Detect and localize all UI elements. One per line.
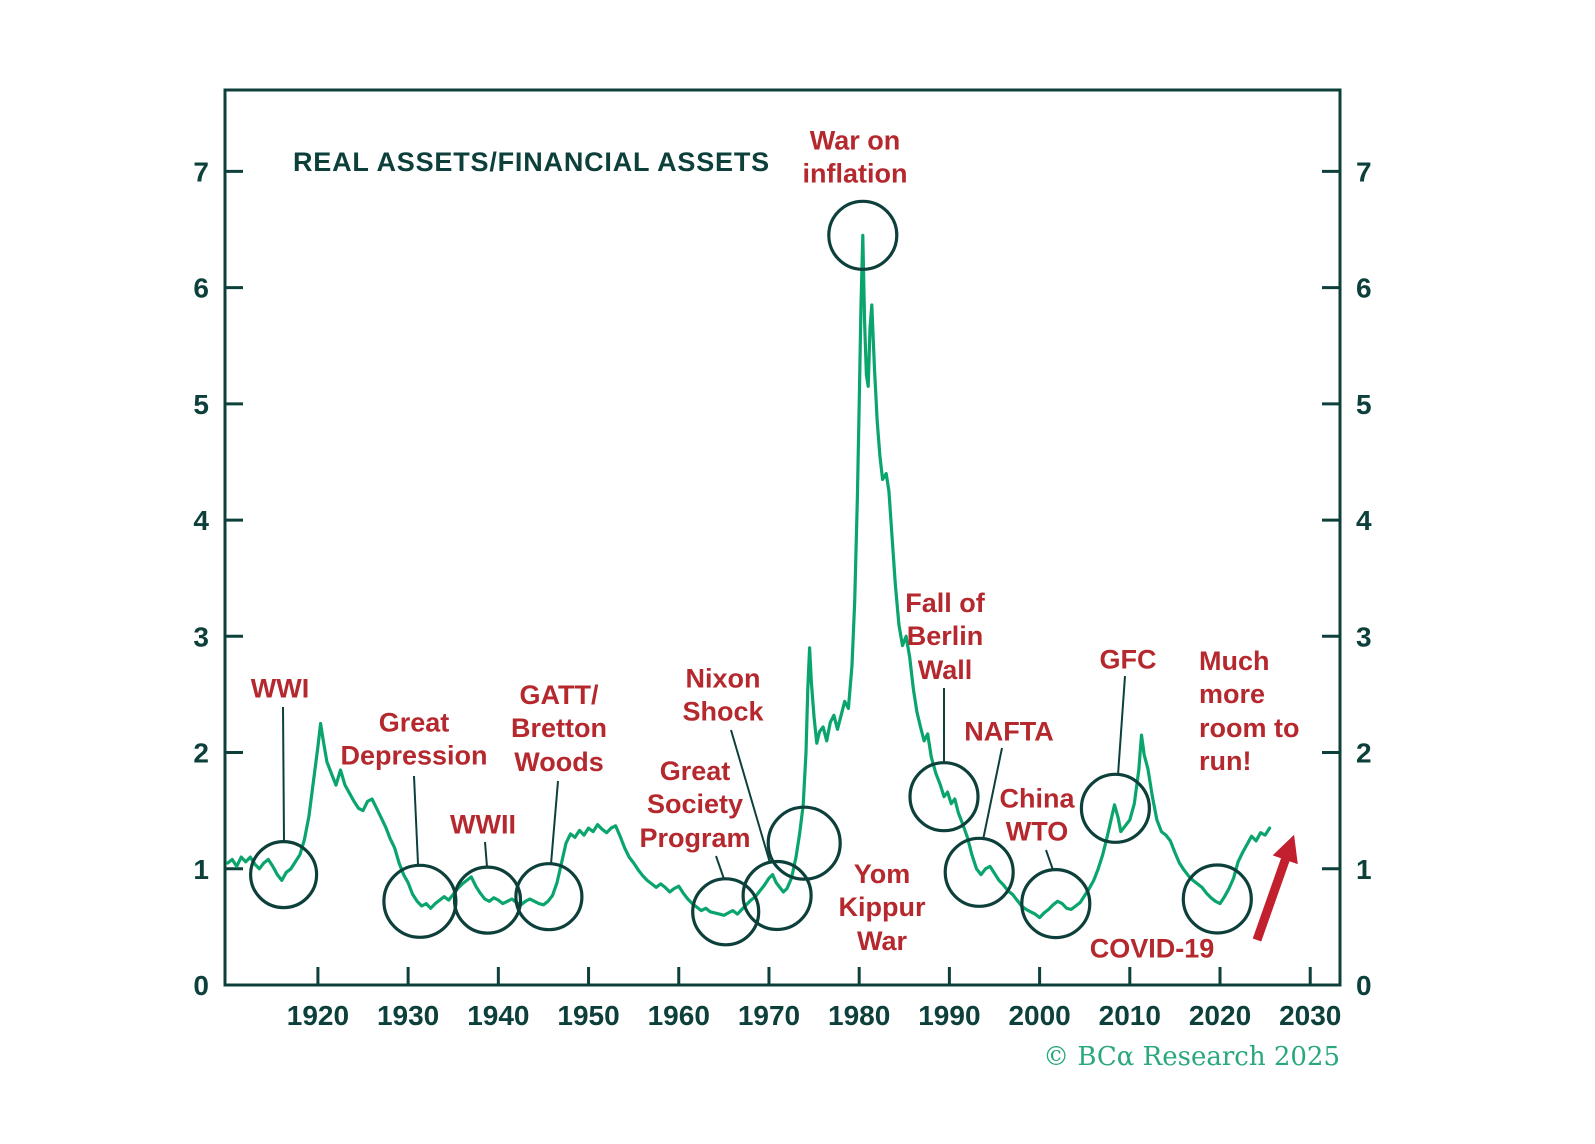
x-tick-label: 1940 [467,1000,529,1031]
y-tick-label-left: 1 [193,854,209,885]
chart-title: REAL ASSETS/FINANCIAL ASSETS [293,147,770,177]
connector-line [282,706,285,843]
annotation-label: Great Society Program [639,755,751,853]
event-circle [382,863,458,939]
event-circle [514,862,584,932]
annotation-label: Great Depression [340,707,488,771]
event-circle [1020,867,1092,940]
connector-line [413,775,419,865]
data-line [226,233,1272,920]
annotation-label: Nixon Shock [682,663,764,727]
x-tick-label: 1960 [648,1000,710,1031]
y-tick-label-right: 5 [1356,389,1372,420]
copyright: © BCα Research 2025 [1043,1042,1340,1072]
x-tick-label: 1980 [828,1000,890,1031]
y-tick-label-right: 1 [1356,854,1372,885]
event-circle [1181,863,1253,935]
annotation-label: Yom Kippur War [838,858,926,956]
event-circle [766,805,842,881]
event-circle [827,199,899,271]
annotation-label: NAFTA [964,716,1054,747]
y-tick-label-left: 5 [193,389,209,420]
x-tick-label: 2010 [1099,1000,1161,1031]
x-tick-label: 2000 [1008,1000,1070,1031]
annotation-label: Fall of Berlin Wall [905,587,985,685]
y-tick-label-left: 7 [193,156,209,187]
annotation-label: GATT/ Bretton Woods [511,679,607,777]
annotation-label: COVID-19 [1089,933,1215,964]
x-tick-label: 1990 [918,1000,980,1031]
connector-line [730,729,771,864]
connector-line [982,747,1003,841]
connector-line [550,780,559,865]
connector-line [1045,849,1054,871]
y-tick-label-right: 3 [1356,621,1372,652]
y-tick-label-left: 0 [193,970,209,1001]
trend-arrow [1252,834,1298,942]
y-tick-label-left: 2 [193,738,209,769]
annotation-label: China WTO [999,783,1075,847]
x-tick-label: 1920 [287,1000,349,1031]
y-tick-label-right: 6 [1356,273,1372,304]
annotation-label: WWI [250,673,310,704]
x-tick-label: 2030 [1279,1000,1341,1031]
event-circle [452,865,523,935]
event-circle [741,859,813,932]
x-tick-label: 2020 [1189,1000,1251,1031]
event-circle [691,877,761,947]
x-tick-label: 1970 [738,1000,800,1031]
y-tick-label-right: 2 [1356,738,1372,769]
event-circle [1079,772,1152,844]
x-tick-label: 1930 [377,1000,439,1031]
event-circle [943,836,1015,908]
y-tick-label-left: 6 [193,273,209,304]
y-tick-label-right: 7 [1356,156,1372,187]
y-tick-label-left: 3 [193,621,209,652]
x-tick-label: 1950 [557,1000,619,1031]
connector-line [484,841,488,868]
connector-line [1117,675,1126,776]
y-tick-label-left: 4 [193,505,209,536]
annotation-label: GFC [1099,644,1157,675]
connector-line [715,855,725,880]
y-tick-label-right: 0 [1356,970,1372,1001]
annotation-label: Much more room to run! [1199,646,1300,777]
plot-frame [223,88,1342,987]
annotation-label: War on inflation [802,125,908,189]
y-tick-label-right: 4 [1356,505,1372,536]
annotation-label: WWII [450,809,516,840]
